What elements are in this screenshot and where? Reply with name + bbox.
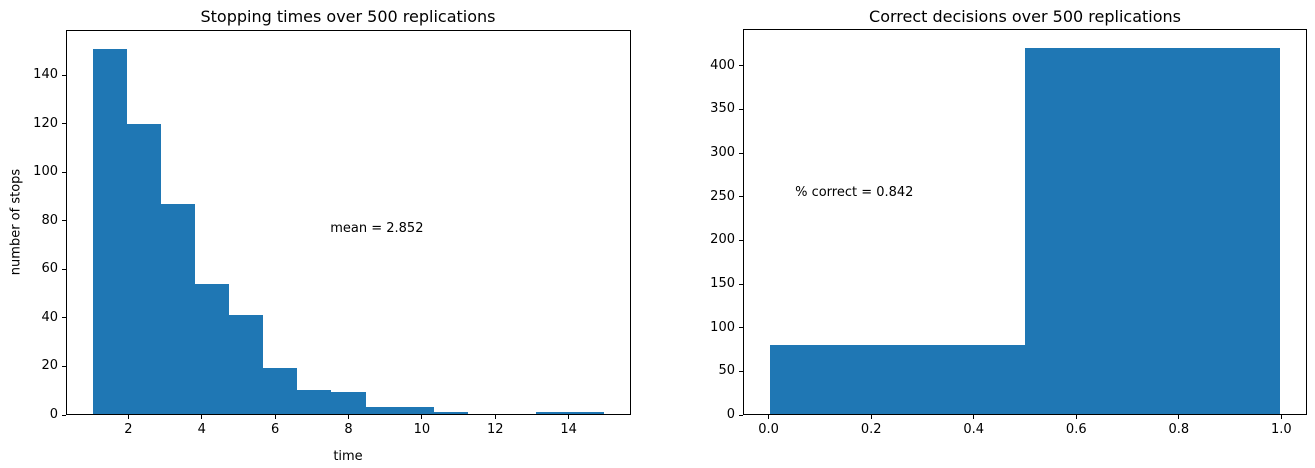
y-tick-label: 350 [710,101,735,117]
histogram-bar [263,368,298,414]
x-tick-label: 0.8 [1168,422,1190,437]
y-tick-mark [739,152,743,154]
y-tick-mark [739,370,743,372]
x-axis-label: time [333,449,363,464]
y-tick-mark [62,414,66,416]
y-tick-label: 100 [33,164,58,180]
x-tick-label: 12 [486,422,504,437]
y-tick-mark [62,220,66,222]
y-tick-label: 150 [710,276,735,292]
histogram-bar [229,314,264,414]
histogram-bar [92,49,127,414]
x-tick-mark [870,415,872,419]
y-tick-mark [62,268,66,270]
x-tick-label: 6 [270,422,280,437]
x-tick-label: 2 [124,422,133,437]
x-tick-mark [768,415,770,419]
x-tick-mark [1280,415,1282,419]
x-tick-label: 10 [413,422,431,437]
histogram-bar [160,203,195,414]
x-tick-mark [201,415,203,419]
x-tick-mark [494,415,496,419]
y-tick-label: 300 [710,145,735,161]
histogram-bar [365,406,400,414]
y-tick-mark [739,327,743,329]
x-tick-label: 0.4 [963,422,985,437]
y-tick-label: 20 [41,358,58,374]
y-tick-label: 100 [710,319,735,335]
histogram-bar [433,411,468,414]
mean-annotation: mean = 2.852 [330,220,424,236]
y-tick-label: 140 [33,67,58,83]
y-tick-mark [739,239,743,241]
x-tick-label: 14 [560,422,577,437]
y-tick-mark [739,65,743,67]
histogram-bar [297,389,332,414]
x-tick-label: 0.6 [1065,422,1087,437]
histogram-bar [126,124,161,414]
histogram-bar [331,392,366,414]
percent-correct-annotation: % correct = 0.842 [795,184,914,200]
histogram-bar [1025,48,1281,414]
histogram-bar [570,411,605,414]
x-tick-mark [421,415,423,419]
histogram-bar [399,406,434,414]
histogram-bar [769,345,1025,414]
y-tick-label: 50 [718,363,735,379]
y-tick-mark [62,171,66,173]
y-tick-mark [739,108,743,110]
x-tick-mark [973,415,975,419]
y-tick-mark [62,74,66,76]
x-tick-label: 1.0 [1271,422,1292,437]
y-tick-label: 120 [33,115,58,131]
histogram-bar [536,411,571,414]
y-tick-mark [739,283,743,285]
x-tick-mark [348,415,349,419]
x-tick-mark [568,415,570,419]
histogram-bar [194,283,230,414]
x-tick-mark [127,415,129,419]
y-tick-label: 0 [49,407,58,422]
y-tick-mark [62,365,66,367]
y-tick-label: 400 [710,57,735,73]
y-tick-label: 250 [710,188,735,204]
x-tick-label: 4 [197,422,206,437]
plot-area: mean = 2.852 [66,30,631,415]
y-tick-label: 60 [41,261,58,277]
chart-title: Stopping times over 500 replications [200,7,496,26]
y-tick-mark [62,317,66,319]
y-tick-label: 80 [41,212,58,228]
y-tick-mark [739,196,743,198]
y-tick-mark [62,123,66,125]
x-tick-label: 8 [344,422,353,437]
chart-title: Correct decisions over 500 replications [869,7,1181,26]
x-tick-mark [1075,415,1077,419]
plot-area: % correct = 0.842 [743,29,1307,415]
y-tick-label: 40 [41,309,58,325]
x-tick-mark [1178,415,1180,419]
x-tick-label: 0.0 [758,422,779,437]
x-tick-mark [274,415,276,419]
x-tick-label: 0.2 [860,422,882,437]
y-tick-label: 200 [710,232,735,248]
y-tick-label: 0 [726,407,735,422]
y-tick-mark [739,414,743,416]
